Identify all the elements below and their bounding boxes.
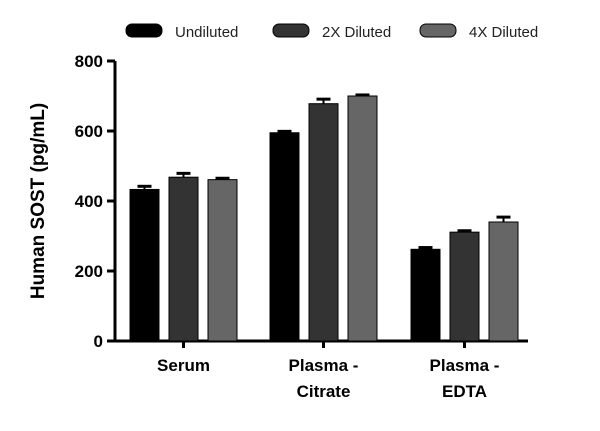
y-axis-title: Human SOST (pg/mL) xyxy=(28,103,49,299)
bar-2-0 xyxy=(207,179,238,342)
y-tick-label-200: 200 xyxy=(75,262,103,281)
x-tick-label-1-0: Plasma - xyxy=(289,356,359,375)
bars xyxy=(129,95,519,342)
x-tick-label-2-1: EDTA xyxy=(442,382,487,401)
bar-0-0 xyxy=(129,188,160,342)
legend-label-2: 4X Diluted xyxy=(469,24,538,41)
legend-label-0: Undiluted xyxy=(175,24,238,41)
x-tick-label-0-0: Serum xyxy=(157,356,210,375)
x-axis: Serum Plasma - Citrate Plasma - EDTA xyxy=(115,339,528,401)
x-tick-label-1-1: Citrate xyxy=(297,382,351,401)
y-tick-label-0: 0 xyxy=(94,332,103,351)
legend-swatch-1 xyxy=(272,23,310,38)
bar-0-2 xyxy=(410,248,441,342)
bar-2-2 xyxy=(488,221,519,342)
bar-1-0 xyxy=(168,176,199,342)
y-tick-label-400: 400 xyxy=(75,192,103,211)
y-axis: 0 200 400 600 800 xyxy=(75,52,117,351)
y-tick-label-800: 800 xyxy=(75,52,103,71)
legend: Undiluted 2X Diluted 4X Diluted xyxy=(125,23,538,41)
legend-swatch-0 xyxy=(125,23,163,38)
bar-1-1 xyxy=(308,103,339,342)
error-bars xyxy=(137,93,511,250)
bar-2-1 xyxy=(347,95,378,342)
legend-label-1: 2X Diluted xyxy=(322,24,391,41)
x-tick-label-2-0: Plasma - xyxy=(430,356,500,375)
bar-1-2 xyxy=(449,231,480,342)
bar-0-1 xyxy=(269,132,300,342)
legend-swatch-2 xyxy=(419,23,457,38)
y-tick-label-600: 600 xyxy=(75,122,103,141)
